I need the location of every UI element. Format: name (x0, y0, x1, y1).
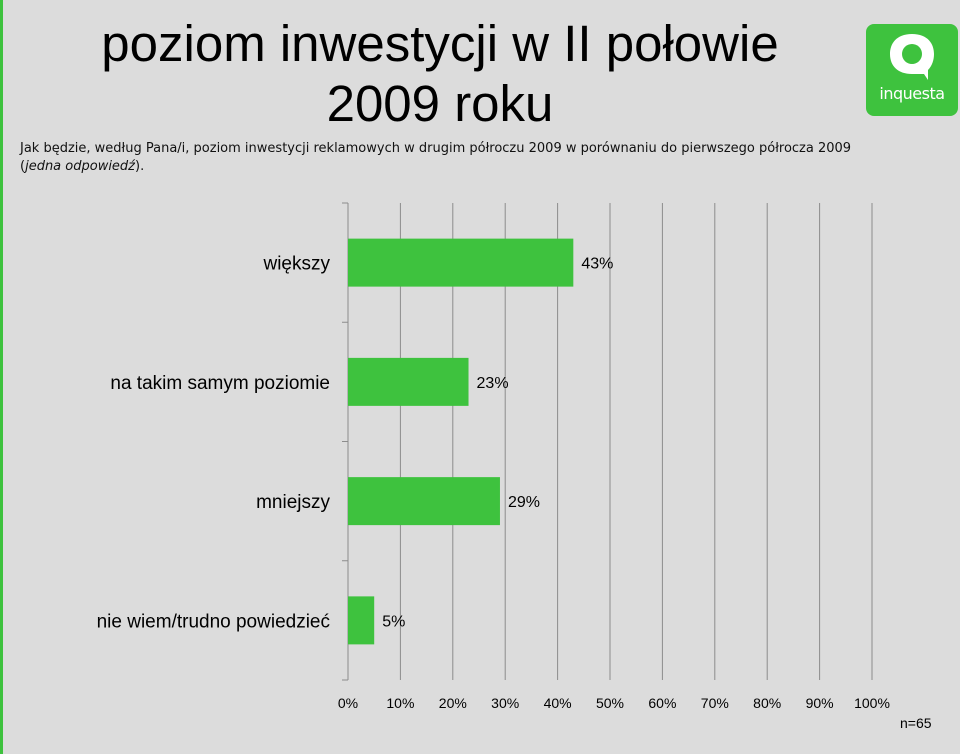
bar (348, 477, 500, 526)
x-tick-label: 0% (338, 695, 358, 711)
bar (348, 238, 574, 287)
x-tick-label: 20% (439, 695, 467, 711)
speech-bubble-icon (890, 34, 934, 80)
question-main: Jak będzie, według Pana/i, poziom inwest… (20, 141, 852, 174)
question-end: ). (135, 159, 145, 174)
inquesta-logo: inquesta (866, 24, 958, 116)
category-label: na takim samym poziomie (110, 373, 330, 394)
sample-size: n=65 (900, 715, 932, 731)
category-label: większy (262, 254, 330, 275)
data-label: 29% (508, 494, 540, 511)
data-label: 5% (382, 613, 405, 630)
data-label: 43% (581, 256, 613, 273)
bar (348, 357, 469, 406)
bar (348, 596, 375, 645)
x-tick-label: 100% (854, 695, 890, 711)
data-label: 23% (477, 375, 509, 392)
x-tick-label: 50% (596, 695, 624, 711)
x-tick-label: 60% (648, 695, 676, 711)
page-title: poziom inwestycji w II połowie 2009 roku (101, 15, 779, 132)
x-tick-label: 30% (491, 695, 519, 711)
x-tick-label: 10% (386, 695, 414, 711)
x-tick-label: 70% (701, 695, 729, 711)
question-italic: jedna odpowiedź (25, 159, 136, 174)
x-tick-label: 90% (806, 695, 834, 711)
left-accent-bar (0, 0, 3, 754)
x-tick-label: 40% (544, 695, 572, 711)
category-label: nie wiem/trudno powiedzieć (97, 611, 330, 632)
category-label: mniejszy (256, 492, 330, 513)
question-text: Jak będzie, według Pana/i, poziom inwest… (20, 140, 870, 176)
logo-text: inquesta (879, 84, 945, 103)
x-tick-label: 80% (753, 695, 781, 711)
